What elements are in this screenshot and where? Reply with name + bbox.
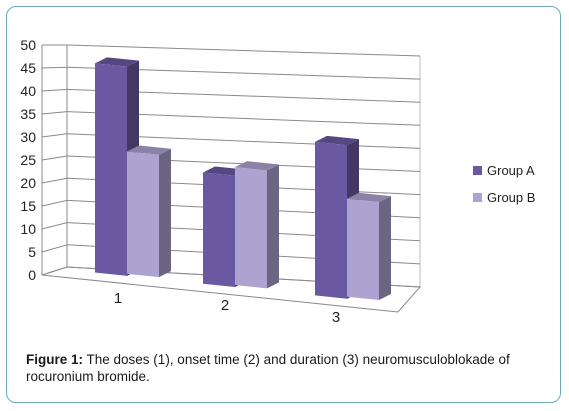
bar-front bbox=[127, 151, 159, 278]
bar-side bbox=[379, 196, 391, 301]
gridline bbox=[66, 44, 421, 57]
legend-label: Group A bbox=[487, 163, 535, 178]
bar-front bbox=[203, 172, 235, 288]
bar-top bbox=[95, 57, 139, 67]
bar-group-b-cat-2 bbox=[235, 161, 279, 289]
x-category-label: 1 bbox=[114, 290, 122, 307]
side-gridline bbox=[41, 111, 68, 115]
x-category-label: 2 bbox=[221, 297, 229, 314]
side-gridline bbox=[41, 177, 68, 184]
bar-front bbox=[235, 167, 267, 289]
y-tick-label: 45 bbox=[20, 60, 36, 76]
y-tick-label: 35 bbox=[20, 106, 36, 122]
bar-group-b-cat-3 bbox=[347, 192, 391, 301]
figure-caption: Figure 1: The doses (1), onset time (2) … bbox=[26, 351, 556, 385]
legend-label: Group B bbox=[487, 190, 535, 205]
bar-group-b-cat-1 bbox=[127, 145, 171, 278]
side-gridline bbox=[41, 244, 68, 253]
y-tick-label: 40 bbox=[20, 83, 36, 99]
y-tick-label: 0 bbox=[28, 267, 36, 283]
x-category-label: 3 bbox=[332, 309, 340, 326]
y-tick-label: 15 bbox=[20, 198, 36, 214]
caption-text: The doses (1), onset time (2) and durati… bbox=[26, 352, 510, 384]
bar-top bbox=[235, 161, 279, 171]
side-gridline bbox=[41, 155, 68, 161]
side-gridline bbox=[41, 88, 68, 92]
legend-swatch bbox=[473, 193, 482, 202]
bar-front bbox=[347, 198, 379, 301]
y-tick-label: 50 bbox=[20, 37, 36, 53]
chart-bars bbox=[95, 57, 391, 301]
side-gridline bbox=[41, 66, 68, 69]
chart-legend: Group A Group B bbox=[473, 163, 535, 205]
bar-chart: 0 5 10 15 20 25 30 35 40 45 50 1 2 3 Group A Group B bbox=[20, 37, 535, 326]
y-tick-label: 20 bbox=[20, 175, 36, 191]
y-tick-label: 30 bbox=[20, 129, 36, 145]
bar-side bbox=[267, 164, 279, 289]
y-tick-label: 10 bbox=[20, 221, 36, 237]
side-gridline bbox=[41, 222, 68, 230]
bar-front bbox=[315, 141, 347, 299]
y-tick-label: 5 bbox=[28, 244, 36, 260]
side-gridline bbox=[41, 199, 68, 207]
legend-swatch bbox=[473, 166, 482, 175]
side-gridline bbox=[41, 133, 68, 138]
y-tick-label: 25 bbox=[20, 152, 36, 168]
bar-top bbox=[347, 192, 391, 203]
y-axis-ticks: 0 5 10 15 20 25 30 35 40 45 50 bbox=[20, 37, 36, 283]
bar-top bbox=[127, 145, 171, 155]
side-gridline bbox=[41, 266, 68, 276]
x-axis-categories: 1 2 3 bbox=[114, 290, 340, 326]
bar-side bbox=[159, 148, 171, 278]
bar-top bbox=[315, 135, 359, 146]
caption-label: Figure 1: bbox=[26, 352, 84, 367]
bar-front bbox=[95, 63, 127, 276]
